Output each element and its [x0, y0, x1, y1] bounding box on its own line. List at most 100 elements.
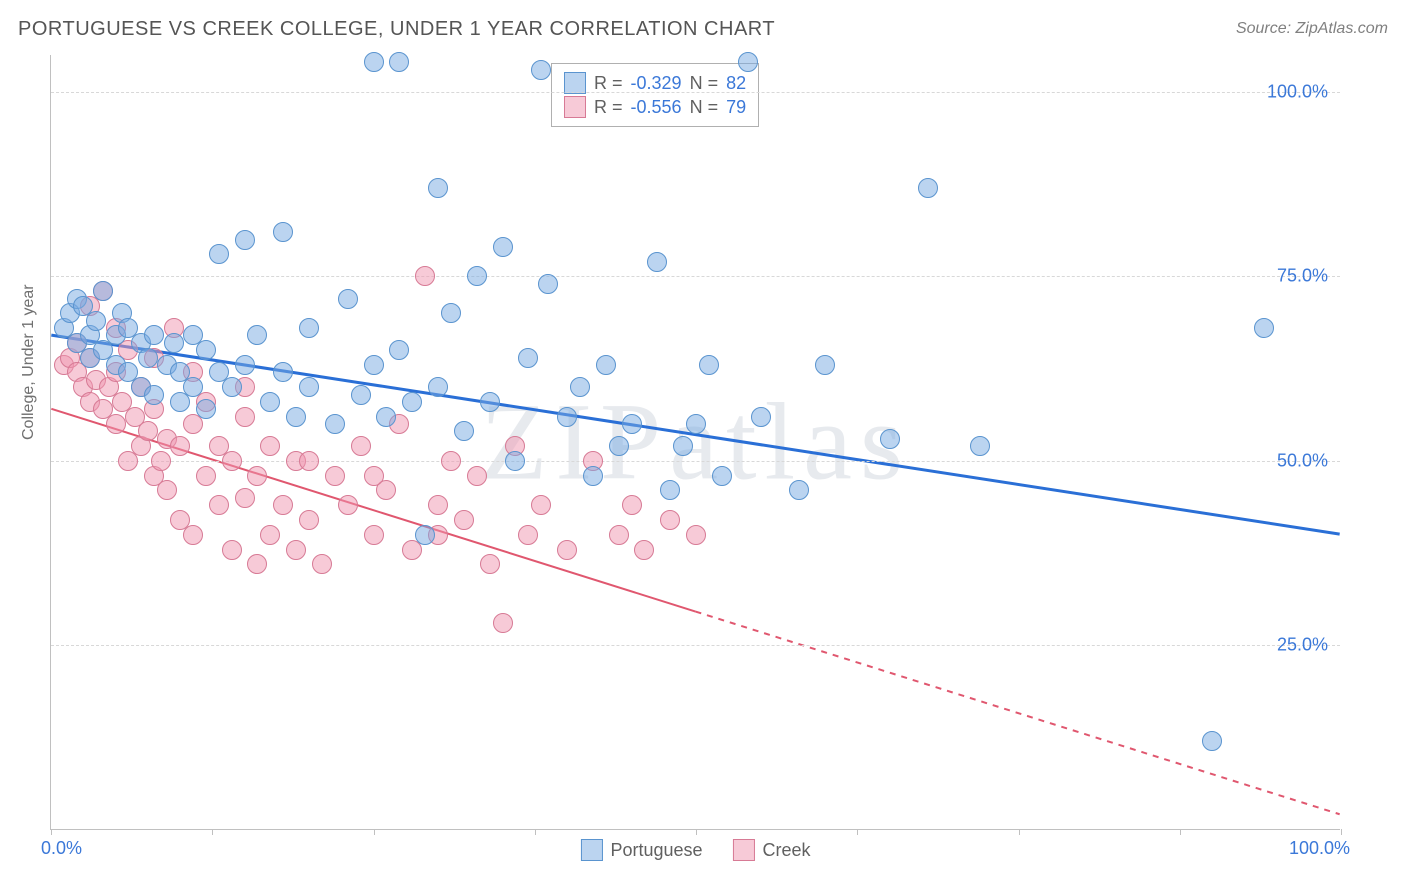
x-tick	[1180, 829, 1181, 835]
data-point	[660, 480, 680, 500]
data-point	[138, 348, 158, 368]
stats-legend-row: R = -0.329 N = 82	[564, 72, 746, 94]
data-point	[286, 540, 306, 560]
data-point	[647, 252, 667, 272]
data-point	[299, 377, 319, 397]
data-point	[428, 495, 448, 515]
data-point	[209, 244, 229, 264]
data-point	[170, 436, 190, 456]
chart-title: PORTUGUESE VS CREEK COLLEGE, UNDER 1 YEA…	[18, 18, 775, 41]
data-point	[1202, 731, 1222, 751]
x-tick	[51, 829, 52, 835]
data-point	[596, 355, 616, 375]
data-point	[299, 318, 319, 338]
data-point	[880, 429, 900, 449]
x-tick	[696, 829, 697, 835]
data-point	[570, 377, 590, 397]
data-point	[364, 466, 384, 486]
y-axis-label: College, Under 1 year	[20, 284, 38, 440]
data-point	[196, 340, 216, 360]
data-point	[325, 414, 345, 434]
data-point	[389, 340, 409, 360]
data-point	[144, 325, 164, 345]
x-tick	[212, 829, 213, 835]
data-point	[325, 466, 345, 486]
data-point	[467, 266, 487, 286]
data-point	[183, 525, 203, 545]
data-point	[1254, 318, 1274, 338]
data-point	[338, 289, 358, 309]
data-point	[196, 399, 216, 419]
y-tick-label: 75.0%	[1277, 266, 1328, 287]
gridline	[51, 92, 1340, 93]
data-point	[260, 525, 280, 545]
data-point	[376, 407, 396, 427]
data-point	[260, 436, 280, 456]
x-tick-label: 0.0%	[41, 838, 82, 859]
data-point	[518, 348, 538, 368]
data-point	[609, 436, 629, 456]
data-point	[622, 414, 642, 434]
r-label: R =	[594, 73, 623, 94]
data-point	[415, 525, 435, 545]
n-value: 82	[726, 73, 746, 94]
legend-item-creek: Creek	[733, 839, 811, 861]
data-point	[151, 451, 171, 471]
data-point	[538, 274, 558, 294]
r-value: -0.329	[631, 73, 682, 94]
watermark-text: ZIPatlas	[480, 379, 911, 506]
data-point	[164, 333, 184, 353]
data-point	[454, 510, 474, 530]
stats-legend: R = -0.329 N = 82 R = -0.556 N = 79	[551, 63, 759, 127]
legend-swatch-icon	[564, 96, 586, 118]
y-tick-label: 100.0%	[1267, 81, 1328, 102]
data-point	[222, 451, 242, 471]
data-point	[699, 355, 719, 375]
data-point	[364, 525, 384, 545]
data-point	[273, 495, 293, 515]
data-point	[93, 281, 113, 301]
stats-legend-row: R = -0.556 N = 79	[564, 96, 746, 118]
data-point	[235, 488, 255, 508]
data-point	[634, 540, 654, 560]
data-point	[660, 510, 680, 530]
x-tick	[374, 829, 375, 835]
data-point	[493, 237, 513, 257]
data-point	[686, 414, 706, 434]
data-point	[260, 392, 280, 412]
data-point	[312, 554, 332, 574]
data-point	[531, 60, 551, 80]
data-point	[505, 451, 525, 471]
r-value: -0.556	[631, 97, 682, 118]
data-point	[415, 266, 435, 286]
data-point	[247, 325, 267, 345]
data-point	[493, 613, 513, 633]
plot-area: ZIPatlas R = -0.329 N = 82 R = -0.556 N …	[50, 55, 1340, 830]
data-point	[518, 525, 538, 545]
data-point	[106, 414, 126, 434]
x-tick-label: 100.0%	[1289, 838, 1350, 859]
data-point	[480, 392, 500, 412]
data-point	[351, 436, 371, 456]
data-point	[673, 436, 693, 456]
legend-label: Portuguese	[610, 840, 702, 861]
data-point	[738, 52, 758, 72]
data-point	[815, 355, 835, 375]
data-point	[222, 540, 242, 560]
data-point	[531, 495, 551, 515]
gridline	[51, 645, 1340, 646]
data-point	[286, 407, 306, 427]
legend-label: Creek	[763, 840, 811, 861]
data-point	[557, 407, 577, 427]
data-point	[557, 540, 577, 560]
legend-swatch-icon	[733, 839, 755, 861]
data-point	[364, 52, 384, 72]
data-point	[428, 178, 448, 198]
data-point	[273, 362, 293, 382]
data-point	[609, 525, 629, 545]
data-point	[454, 421, 474, 441]
gridline	[51, 461, 1340, 462]
data-point	[441, 303, 461, 323]
data-point	[144, 385, 164, 405]
n-value: 79	[726, 97, 746, 118]
